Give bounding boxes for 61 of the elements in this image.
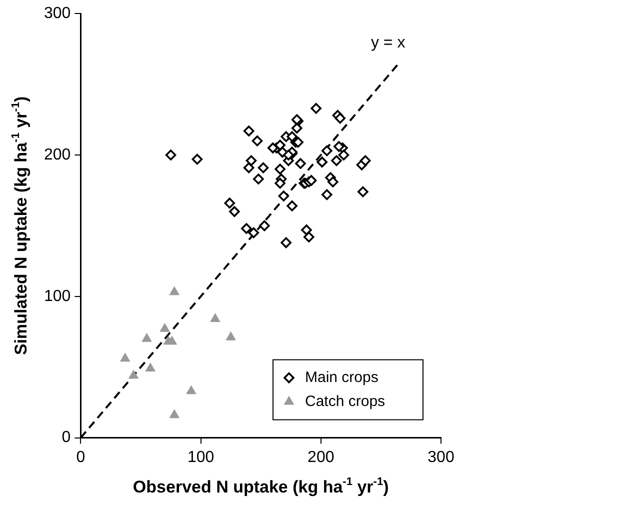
point [145, 362, 156, 372]
point [334, 141, 344, 152]
legend-label: Catch crops [305, 392, 386, 410]
point [142, 332, 152, 342]
x-tick-label: 200 [308, 448, 334, 466]
point [252, 135, 263, 146]
point [165, 150, 176, 160]
point [322, 189, 332, 200]
point [291, 122, 302, 134]
x-tick-label: 100 [187, 448, 214, 466]
point [166, 336, 178, 345]
point [241, 223, 252, 234]
point [229, 206, 240, 217]
point [283, 150, 294, 160]
point [331, 155, 342, 166]
point [192, 154, 203, 165]
point [322, 145, 332, 156]
point [301, 224, 312, 236]
point [358, 186, 368, 198]
point [160, 322, 170, 332]
point [274, 164, 286, 175]
point [226, 331, 236, 340]
point [258, 162, 269, 174]
point [246, 155, 257, 166]
x-tick-label: 300 [428, 448, 454, 466]
point [186, 385, 196, 394]
y-tick-label: 200 [44, 146, 71, 164]
point [360, 155, 371, 166]
y-tick-label: 100 [44, 288, 71, 305]
point [310, 102, 322, 114]
point [259, 220, 270, 232]
point [169, 409, 180, 418]
y-tick-label: 0 [62, 429, 71, 446]
point [334, 112, 346, 124]
point [328, 176, 338, 188]
point [224, 198, 236, 208]
point [169, 286, 180, 296]
y-tick-label: 300 [44, 5, 71, 22]
point [306, 175, 317, 186]
point [248, 227, 260, 238]
point [280, 237, 292, 248]
point [286, 200, 298, 212]
point [210, 313, 220, 322]
point [243, 162, 254, 174]
point [274, 178, 286, 189]
point [274, 140, 286, 150]
point [267, 142, 278, 154]
point [120, 352, 130, 362]
point [316, 156, 328, 168]
point [295, 158, 306, 169]
point [128, 370, 139, 379]
point [243, 126, 254, 136]
point [303, 232, 314, 242]
annotation: y = x [370, 34, 406, 52]
x-tick-label: 0 [76, 448, 86, 466]
legend-label: Main crops [305, 368, 378, 386]
point [278, 190, 290, 202]
y-axis-title: Simulated N uptake (kg ha-1 yr-1) [10, 96, 31, 356]
point [338, 150, 350, 160]
point [292, 136, 304, 148]
point [253, 174, 264, 184]
